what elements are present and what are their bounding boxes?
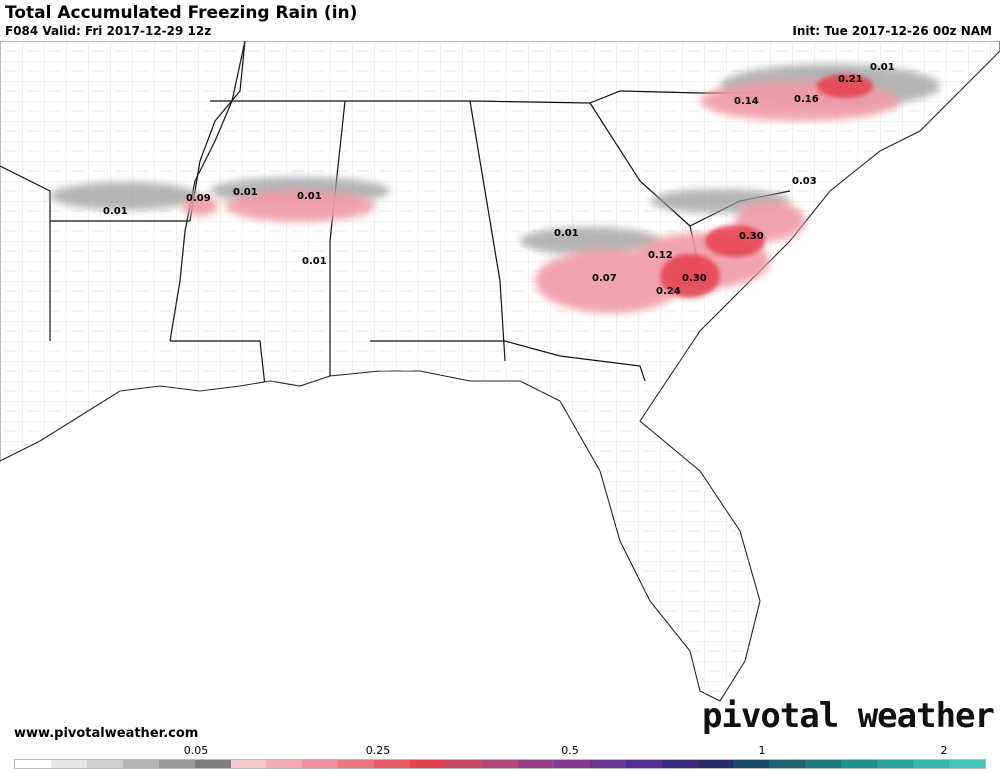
value-label: 0.09 (186, 193, 211, 204)
colorbar-tick: 1 (758, 744, 766, 757)
pivotal-weather-logo: pivotal weather (701, 696, 995, 736)
colorbar-tick: 0.5 (561, 744, 579, 757)
value-label: 0.30 (682, 273, 707, 284)
colorbar-swatch (841, 760, 878, 768)
value-label: 0.01 (103, 206, 128, 217)
value-label: 0.24 (656, 286, 681, 297)
value-label: 0.12 (648, 250, 673, 261)
website-link[interactable]: www.pivotalweather.com (14, 726, 199, 741)
map-title: Total Accumulated Freezing Rain (in) (5, 3, 358, 23)
colorbar-tick: 0.05 (183, 744, 209, 757)
colorbar-tick-labels: 0.05 0.25 0.5 1 2 (0, 744, 1000, 758)
value-labels: 0.01 0.09 0.01 0.01 0.01 0.01 0.12 0.07 … (103, 62, 895, 297)
colorbar-tick: 2 (940, 744, 948, 757)
colorbar-swatch (158, 760, 195, 768)
colorbar-swatch (877, 760, 914, 768)
colorbar-swatch (302, 760, 339, 768)
colorbar-swatch (589, 760, 626, 768)
colorbar-swatch (446, 760, 482, 768)
colorbar (14, 759, 986, 769)
value-label: 0.30 (739, 231, 764, 242)
colorbar-swatch (948, 760, 985, 768)
colorbar-swatch (553, 760, 590, 768)
value-label: 0.14 (734, 96, 759, 107)
precip-shading-heavy (660, 74, 873, 298)
colorbar-swatch (733, 760, 770, 768)
colorbar-swatch (769, 760, 806, 768)
colorbar-swatch (122, 760, 159, 768)
colorbar-swatch (338, 760, 375, 768)
colorbar-swatch (230, 760, 267, 768)
colorbar-tick: 0.25 (365, 744, 391, 757)
value-label: 0.01 (554, 228, 579, 239)
colorbar-swatch (661, 760, 698, 768)
freezing-rain-map: 0.01 0.09 0.01 0.01 0.01 0.01 0.12 0.07 … (0, 41, 1000, 741)
valid-time: F084 Valid: Fri 2017-12-29 12z (5, 24, 212, 38)
colorbar-swatch (50, 760, 87, 768)
colorbar-swatch (517, 760, 554, 768)
colorbar-swatch (15, 760, 51, 768)
value-label: 0.16 (794, 94, 819, 105)
colorbar-swatch (481, 760, 518, 768)
colorbar-swatch (194, 760, 231, 768)
value-label: 0.07 (592, 273, 617, 284)
colorbar-swatch (374, 760, 411, 768)
value-label: 0.01 (870, 62, 895, 73)
mississippi-river (169, 41, 246, 342)
value-label: 0.01 (302, 256, 327, 267)
value-label: 0.03 (792, 176, 817, 187)
colorbar-swatch (266, 760, 303, 768)
colorbar-swatch (86, 760, 123, 768)
value-label: 0.01 (233, 187, 258, 198)
value-label: 0.01 (297, 191, 322, 202)
colorbar-swatch (913, 760, 949, 768)
colorbar-swatch (697, 760, 734, 768)
init-time: Init: Tue 2017-12-26 00z NAM (792, 24, 992, 38)
value-label: 0.21 (838, 74, 863, 85)
colorbar-swatch (410, 760, 447, 768)
colorbar-swatch (625, 760, 662, 768)
colorbar-swatch (805, 760, 842, 768)
